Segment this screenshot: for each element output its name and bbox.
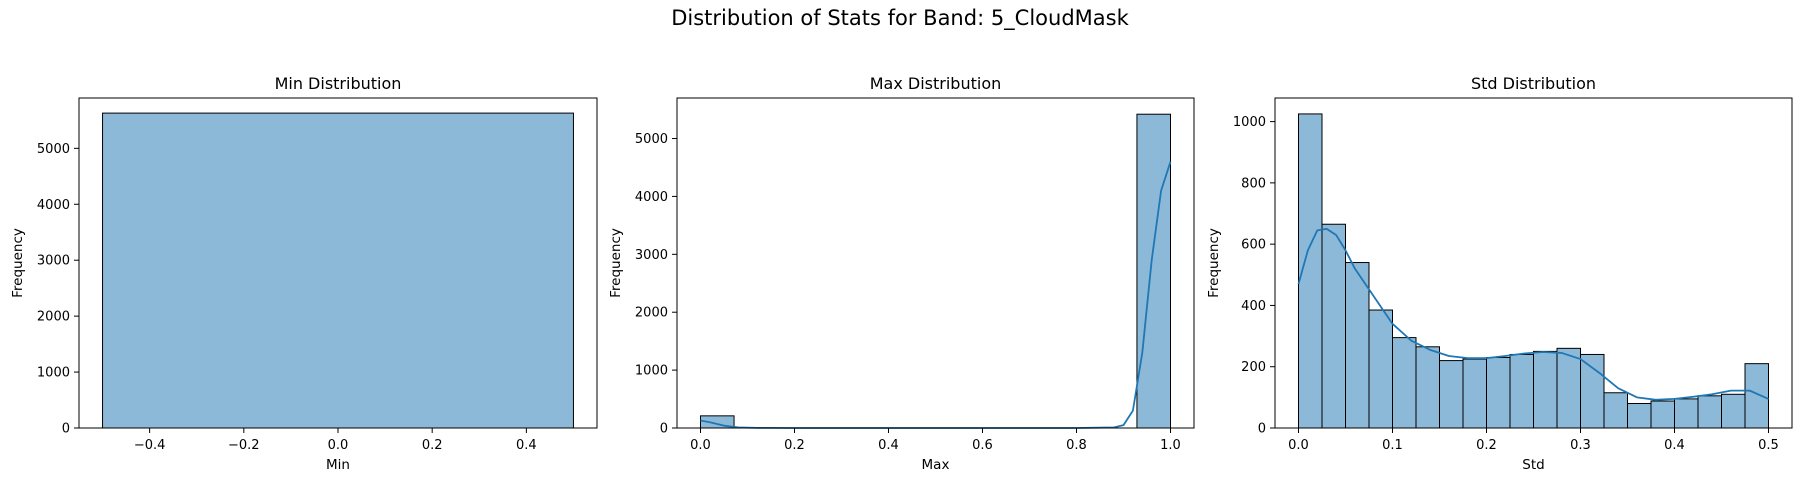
chart-panel-3: 0.0 0.1 0.2 0.3 0.4 0.5 0 200 400 600 800 1000 Std D… xyxy=(1206,74,1793,473)
y-axis-label: Frequency xyxy=(10,228,26,298)
chart-panel-2: 0.0 0.2 0.4 0.6 0.8 1.0 0 1000 2000 3000 4000 5000 M… xyxy=(608,74,1195,473)
x-tick-label: 1.0 xyxy=(1160,438,1181,453)
y-tick-label: 4000 xyxy=(635,190,668,205)
histogram-bar xyxy=(1392,337,1417,429)
chart-title: Max Distribution xyxy=(870,74,1002,93)
y-tick-label: 5000 xyxy=(37,142,70,157)
histogram-bar xyxy=(1650,400,1675,429)
histogram-bar xyxy=(1345,262,1370,429)
chart-panel-1: −0.4 −0.2 0.0 0.2 0.4 0 1000 2000 3000 4000 5000 Mi… xyxy=(10,74,598,473)
x-tick-label: 0.5 xyxy=(1758,438,1779,453)
y-tick-label: 4000 xyxy=(37,198,70,213)
histogram-bar xyxy=(1439,360,1464,429)
y-tick-label: 200 xyxy=(1241,360,1266,375)
y-tick-label: 600 xyxy=(1241,238,1266,253)
histogram-bar xyxy=(1603,392,1628,429)
histogram-bar xyxy=(1674,398,1699,429)
x-tick-label: 0.2 xyxy=(784,438,805,453)
y-tick-label: 400 xyxy=(1241,299,1266,314)
y-tick-label: 1000 xyxy=(37,366,70,381)
kde-line xyxy=(700,161,1172,429)
x-tick-label: 0.2 xyxy=(422,438,443,453)
chart-title: Min Distribution xyxy=(275,74,402,93)
y-tick-label: 2000 xyxy=(37,310,70,325)
x-tick-label: 0.0 xyxy=(328,438,349,453)
histogram-bar xyxy=(1697,395,1722,429)
histogram-bar xyxy=(1580,353,1605,429)
y-axis-label: Frequency xyxy=(1206,228,1222,298)
axes-frame xyxy=(676,97,1195,429)
histogram-bar xyxy=(1415,346,1440,429)
histogram-bar xyxy=(1462,358,1487,429)
y-tick-label: 2000 xyxy=(635,306,668,321)
x-axis-label: Min xyxy=(326,457,350,473)
x-axis-label: Max xyxy=(922,457,950,473)
y-tick-label: 0 xyxy=(660,422,668,437)
histogram-bar xyxy=(102,112,574,429)
histogram-bar xyxy=(1486,357,1511,429)
x-tick-label: 0.8 xyxy=(1066,438,1087,453)
x-tick-label: 0.0 xyxy=(1288,438,1309,453)
x-tick-label: 0.1 xyxy=(1382,438,1403,453)
y-tick-label: 3000 xyxy=(635,248,668,263)
histogram-bar xyxy=(1321,223,1346,429)
x-axis-label: Std xyxy=(1522,457,1544,473)
y-tick-label: 0 xyxy=(1258,422,1266,437)
x-tick-label: 0.3 xyxy=(1570,438,1591,453)
y-tick-label: 3000 xyxy=(37,254,70,269)
x-tick-label: 0.2 xyxy=(1476,438,1497,453)
y-tick-label: 5000 xyxy=(635,132,668,147)
x-tick-label: 0.4 xyxy=(1664,438,1685,453)
y-axis-label: Frequency xyxy=(608,228,624,298)
x-tick-label: 0.4 xyxy=(878,438,899,453)
histogram-bar xyxy=(1136,113,1172,429)
y-tick-label: 0 xyxy=(62,422,70,437)
histogram-bar xyxy=(1509,353,1534,429)
histogram-bar xyxy=(1627,402,1652,429)
x-tick-label: 0.6 xyxy=(972,438,993,453)
x-tick-label: −0.4 xyxy=(134,438,166,453)
x-tick-label: −0.2 xyxy=(228,438,260,453)
histogram-bar xyxy=(1368,309,1393,429)
kde-line xyxy=(1297,227,1769,401)
figure-title: Distribution of Stats for Band: 5_CloudM… xyxy=(671,6,1129,30)
chart-title: Std Distribution xyxy=(1471,74,1596,93)
axes-frame xyxy=(1274,97,1793,429)
y-tick-label: 1000 xyxy=(635,364,668,379)
histogram-bar xyxy=(1744,363,1769,429)
histogram-bar xyxy=(1721,393,1746,429)
histogram-bar xyxy=(1556,347,1581,429)
y-tick-label: 800 xyxy=(1241,176,1266,191)
y-tick-label: 1000 xyxy=(1233,115,1266,130)
histogram-bar xyxy=(1533,350,1558,429)
x-tick-label: 0.0 xyxy=(690,438,711,453)
x-tick-label: 0.4 xyxy=(516,438,537,453)
